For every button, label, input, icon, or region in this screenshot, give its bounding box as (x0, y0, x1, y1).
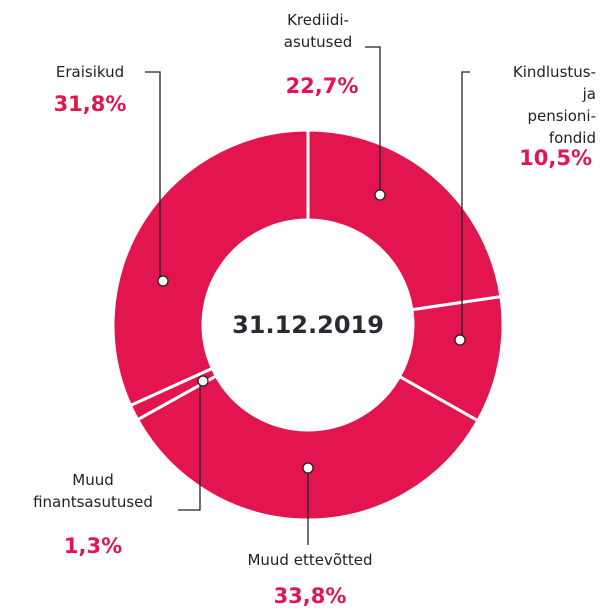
donut-segment (111, 128, 310, 408)
category-label: Muud ettevõtted (247, 551, 373, 569)
donut-segment (306, 128, 503, 312)
leader-line (145, 71, 161, 281)
value-label: 33,8% (273, 584, 347, 608)
category-label: Eraisikud (55, 63, 125, 81)
value-label: 1,3% (63, 534, 123, 558)
category-label: Kindlustus- ja pensioni- fondid (512, 63, 596, 147)
leader-dot (197, 375, 209, 387)
leader-dot (157, 275, 169, 287)
leader-dot (302, 462, 314, 474)
center-label: 31.12.2019 (232, 311, 384, 339)
category-label: Krediidi- asutused (283, 11, 353, 51)
leader-line (365, 46, 381, 195)
donut-segment (135, 373, 480, 522)
category-label: Muud finantsasutused (33, 471, 153, 511)
value-label: 22,7% (285, 74, 359, 98)
leader-line (178, 381, 201, 511)
leader-line (461, 71, 470, 340)
leader-dot (454, 334, 466, 346)
value-label: 31,8% (53, 92, 127, 116)
value-label: 10,5% (519, 146, 592, 170)
leader-dot (374, 189, 386, 201)
